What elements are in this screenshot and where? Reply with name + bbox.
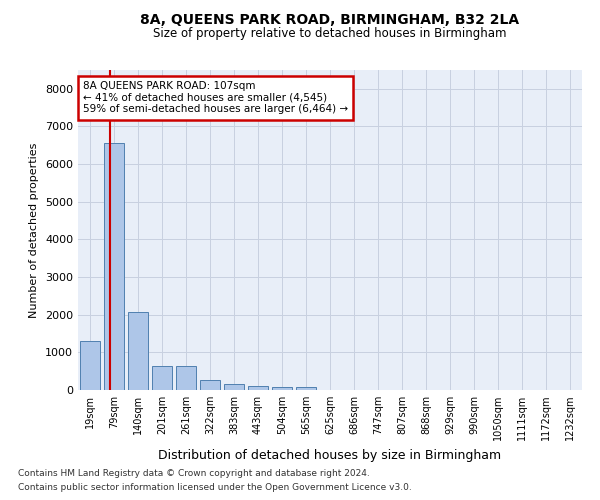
Text: 8A, QUEENS PARK ROAD, BIRMINGHAM, B32 2LA: 8A, QUEENS PARK ROAD, BIRMINGHAM, B32 2L… [140, 12, 520, 26]
Bar [200, 380, 220, 390]
Text: Contains public sector information licensed under the Open Government Licence v3: Contains public sector information licen… [18, 484, 412, 492]
Bar [224, 384, 244, 390]
Bar [80, 341, 100, 390]
Bar [248, 386, 268, 390]
Text: Contains HM Land Registry data © Crown copyright and database right 2024.: Contains HM Land Registry data © Crown c… [18, 468, 370, 477]
Bar [104, 144, 124, 390]
Bar [128, 312, 148, 390]
Bar [272, 387, 292, 390]
Bar [152, 366, 172, 390]
Text: Size of property relative to detached houses in Birmingham: Size of property relative to detached ho… [153, 28, 507, 40]
Y-axis label: Number of detached properties: Number of detached properties [29, 142, 40, 318]
Bar [296, 387, 316, 390]
Text: 8A QUEENS PARK ROAD: 107sqm
← 41% of detached houses are smaller (4,545)
59% of : 8A QUEENS PARK ROAD: 107sqm ← 41% of det… [83, 81, 348, 114]
Bar [176, 366, 196, 390]
X-axis label: Distribution of detached houses by size in Birmingham: Distribution of detached houses by size … [158, 448, 502, 462]
